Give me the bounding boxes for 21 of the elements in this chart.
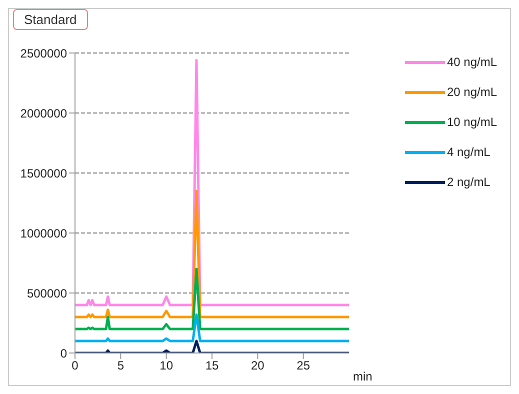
x-tick-label: 0 [72, 358, 79, 373]
x-tick-label: 25 [296, 358, 310, 373]
y-tick-label: 0 [60, 346, 68, 360]
legend-label: 40 ng/mL [447, 55, 498, 69]
legend-label: 2 ng/mL [447, 175, 490, 189]
x-tick-label: 15 [205, 358, 219, 373]
x-tick-label: 5 [117, 358, 124, 373]
legend-label: 20 ng/mL [447, 85, 498, 99]
x-axis-title: min [353, 369, 372, 384]
y-tick-label: 2500000 [20, 46, 68, 60]
y-tick-label: 2000000 [20, 106, 68, 120]
legend-label: 10 ng/mL [447, 115, 498, 129]
x-tick-label: 10 [160, 358, 174, 373]
x-tick-label: 20 [250, 358, 265, 373]
y-tick-label: 1000000 [20, 226, 68, 240]
line-series [75, 268, 349, 330]
chart-title: Standard [13, 9, 88, 30]
y-tick-label: 1500000 [20, 166, 68, 180]
line-series [75, 190, 349, 318]
y-tick-label: 500000 [26, 286, 68, 300]
legend-label: 4 ng/mL [447, 145, 490, 159]
